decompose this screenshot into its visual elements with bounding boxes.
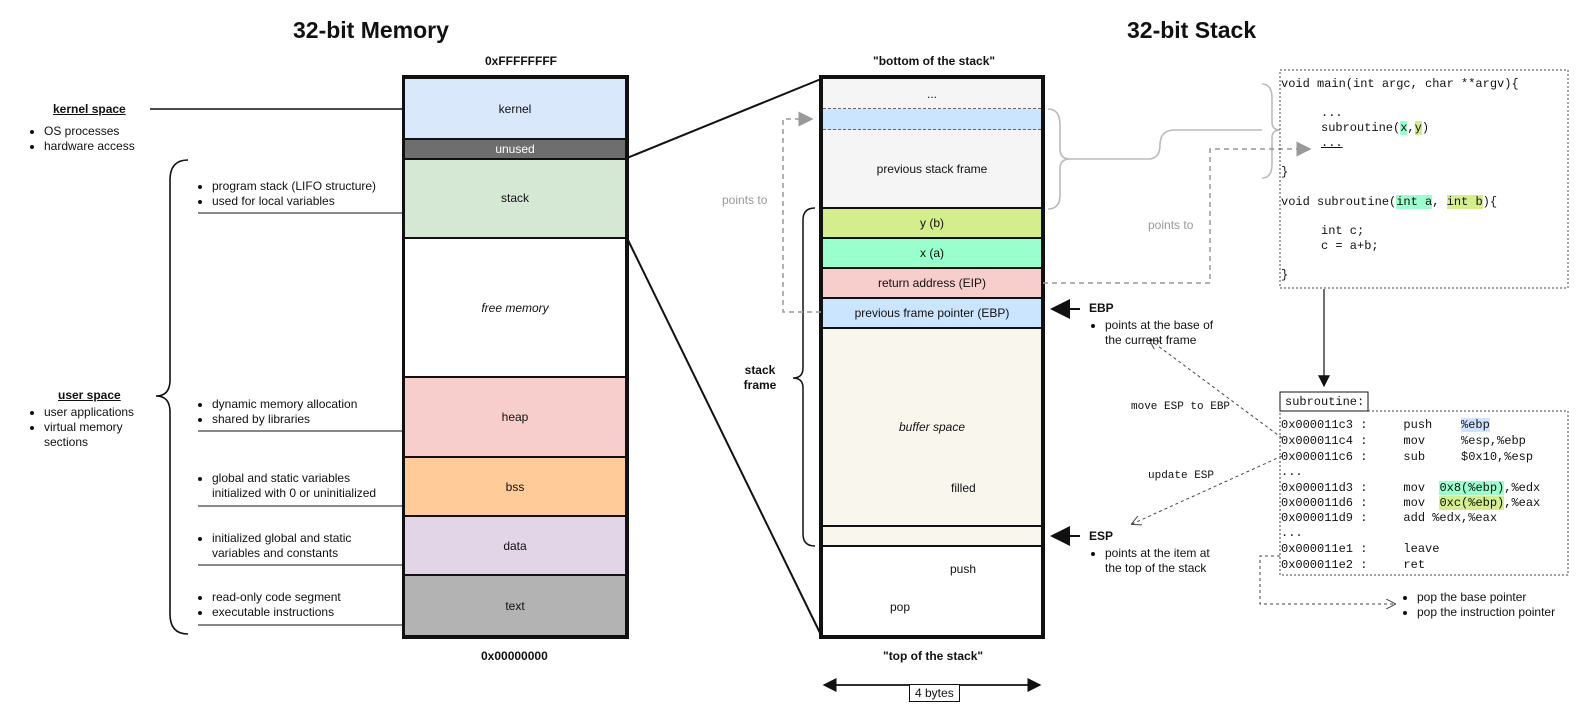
heap-notes: dynamic memory allocationshared by libra… [198, 397, 398, 427]
bottom-of-stack-label: "bottom of the stack" [873, 54, 996, 68]
stack-highlight-slot [823, 109, 1041, 130]
user-space-brace [155, 159, 189, 635]
asm-line-0: 0x000011c3 : push %ebp [1281, 418, 1490, 432]
asm-arg-b: 0xc(%ebp) [1439, 496, 1505, 510]
segment-kernel: kernel [405, 79, 625, 140]
main-dots: ... [1321, 106, 1343, 120]
ret-notes: pop the base pointerpop the instruction … [1403, 590, 1573, 620]
segment-text: text [405, 576, 625, 635]
esp-desc: points at the item at the top of the sta… [1091, 546, 1216, 576]
sub-signature: void subroutine(int a, int b){ [1281, 195, 1498, 209]
bss-notes: global and static variables initialized … [198, 471, 398, 501]
segment-unused: unused [405, 140, 625, 160]
param-b: int b [1446, 195, 1483, 209]
asm-line-2: 0x000011c6 : sub $0x10,%esp [1281, 450, 1534, 464]
main-dots2: ... [1321, 136, 1343, 150]
bottom-address: 0x00000000 [481, 649, 548, 663]
param-a: int a [1396, 195, 1433, 209]
pop-label: pop [890, 600, 911, 614]
asm-line-1: 0x000011c4 : mov %esp,%ebp [1281, 434, 1526, 448]
call-arg-x: x [1400, 121, 1408, 135]
sub-line1: int c; [1321, 224, 1365, 238]
data-notes: initialized global and static variables … [198, 531, 363, 561]
asm-line-3: ... [1281, 465, 1303, 479]
memory-column-outline [402, 75, 629, 639]
user-space-label: user space [58, 388, 121, 402]
main-signature: void main(int argc, char **argv){ [1281, 77, 1519, 91]
ebp-label: EBP [1089, 301, 1114, 315]
segment-stack: stack [405, 160, 625, 239]
asm-arg-a: 0x8(%ebp) [1439, 481, 1505, 495]
memory-title: 32-bit Memory [293, 17, 449, 43]
call-arg-y: y [1414, 121, 1422, 135]
segment-free-memory: free memory [405, 239, 625, 378]
kernel-space-items: OS processeshardware access [30, 124, 135, 154]
param-x: x (a) [823, 239, 1041, 269]
push-pop-area [823, 547, 1041, 635]
asm-code-box [1279, 410, 1569, 576]
points-to-left: points to [722, 193, 768, 207]
asm-line-5: 0x000011d6 : mov 0xc(%ebp),%eax [1281, 496, 1541, 510]
asm-line-8: 0x000011e1 : leave [1281, 542, 1440, 556]
asm-line-6: 0x000011d9 : add %edx,%eax [1281, 511, 1498, 525]
stack-frame-label: stack frame [743, 363, 777, 392]
asm-label: subroutine: [1285, 395, 1365, 409]
filled-label: filled [951, 481, 976, 495]
previous-frame-pointer: previous frame pointer (EBP) [823, 299, 1041, 329]
stack-top-item [823, 527, 1041, 547]
kernel-space-label: kernel space [53, 102, 126, 116]
return-address: return address (EIP) [823, 269, 1041, 299]
asm-line-9: 0x000011e2 : ret [1281, 558, 1426, 572]
sub-close: } [1281, 268, 1289, 282]
top-of-stack-label: "top of the stack" [883, 649, 984, 663]
main-close: } [1281, 165, 1289, 179]
stack-column-outline [819, 75, 1045, 639]
points-to-right: points to [1148, 218, 1194, 232]
stack-title: 32-bit Stack [1127, 17, 1257, 43]
param-y: y (b) [823, 209, 1041, 239]
stack-notes: program stack (LIFO structure)used for l… [198, 179, 398, 209]
main-call: subroutine(x,y) [1321, 121, 1430, 135]
segment-bss: bss [405, 458, 625, 517]
top-address: 0xFFFFFFFF [485, 54, 557, 68]
width-label: 4 bytes [909, 684, 960, 702]
push-label: push [950, 562, 977, 576]
text-notes: read-only code segmentexecutable instruc… [198, 590, 398, 620]
user-space-items: user applicationsvirtual memory sections [30, 405, 140, 450]
segment-heap: heap [405, 378, 625, 458]
previous-stack-frame: previous stack frame [823, 130, 1041, 209]
stack-ellipsis: ... [823, 79, 1041, 109]
buffer-space: buffer space [823, 329, 1041, 527]
update-esp-label: update ESP [1148, 470, 1215, 482]
sub-line2: c = a+b; [1321, 239, 1379, 253]
move-esp-label: move ESP to EBP [1131, 401, 1231, 413]
asm-ebp-highlight: %ebp [1461, 418, 1490, 432]
main-code-box [1279, 69, 1569, 289]
asm-line-7: ... [1281, 526, 1303, 540]
stack-frame-brace [792, 207, 816, 547]
ebp-desc: points at the base of the current frame [1091, 318, 1221, 348]
segment-data: data [405, 517, 625, 576]
esp-label: ESP [1089, 529, 1114, 543]
asm-line-4: 0x000011d3 : mov 0x8(%ebp),%edx [1281, 481, 1541, 495]
